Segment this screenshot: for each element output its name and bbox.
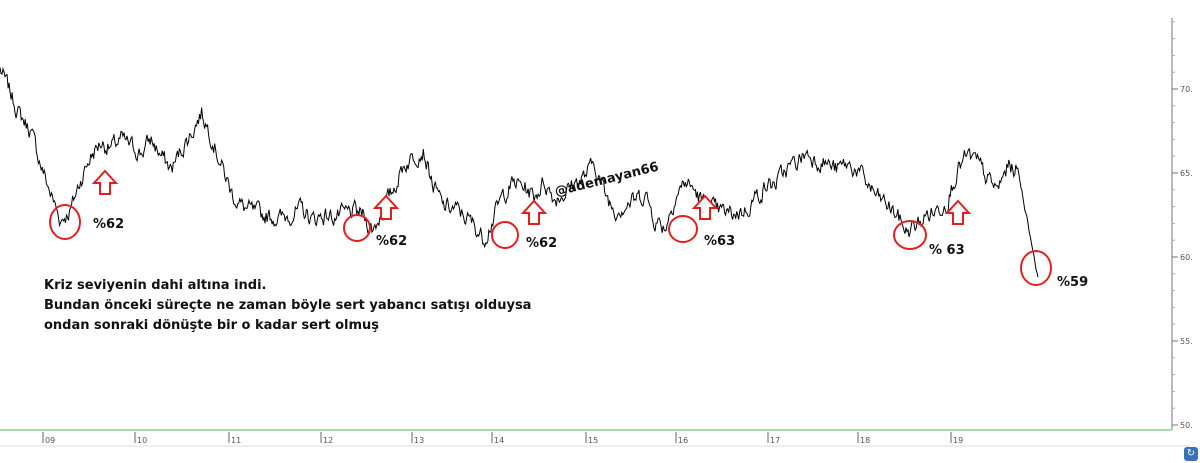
up-arrow-icon: [691, 194, 719, 220]
x-tick-label: 12: [323, 436, 333, 445]
x-tick-label: 15: [588, 436, 598, 445]
y-tick-label: 65.: [1180, 169, 1193, 178]
x-tick-label: 17: [770, 436, 780, 445]
y-axis: 50. 55. 60. 65. 70.: [1172, 21, 1193, 430]
low-label-6: %59: [1057, 275, 1088, 290]
x-tick-label: 13: [414, 436, 424, 445]
x-tick-label: 10: [137, 436, 147, 445]
low-circle-marker: [49, 204, 81, 240]
low-label-5: % 63: [929, 243, 965, 258]
watermark-text: @ademayan66: [553, 160, 660, 200]
x-tick-label: 18: [860, 436, 870, 445]
y-tick-label: 50.: [1180, 421, 1193, 430]
commentary-line-3: ondan sonraki dönüşte bir o kadar sert o…: [44, 318, 380, 333]
refresh-icon[interactable]: ↻: [1184, 447, 1198, 461]
x-tick-label: 11: [231, 436, 241, 445]
x-tick-label: 09: [45, 436, 55, 445]
axis-frame: [0, 18, 1190, 447]
annotation-markers: [49, 169, 1052, 286]
commentary-text: Kriz seviyenin dahi altına indi. Bundan …: [44, 276, 531, 336]
up-arrow-icon: [520, 199, 548, 225]
up-arrow-icon: [372, 194, 400, 220]
low-circle-marker: [491, 221, 519, 249]
x-axis: 09 10 11 12 13 14 15 16 17 18 19: [42, 432, 963, 445]
low-label-1: %62: [93, 217, 124, 232]
commentary-line-1: Kriz seviyenin dahi altına indi.: [44, 278, 267, 293]
x-tick-label: 19: [953, 436, 963, 445]
up-arrow-icon: [944, 199, 972, 225]
low-label-4: %63: [704, 234, 735, 249]
price-line: [0, 66, 1039, 278]
y-tick-label: 70.: [1180, 85, 1193, 94]
commentary-line-2: Bundan önceki süreçte ne zaman böyle ser…: [44, 298, 532, 313]
low-circle-marker: [343, 214, 371, 242]
low-label-2: %62: [376, 234, 407, 249]
low-circle-marker: [1020, 250, 1052, 286]
x-tick-label: 16: [678, 436, 688, 445]
y-tick-label: 55.: [1180, 337, 1193, 346]
low-circle-marker: [668, 215, 698, 243]
low-circle-marker: [893, 220, 927, 250]
low-label-3: %62: [526, 236, 557, 251]
y-tick-label: 60.: [1180, 253, 1193, 262]
up-arrow-icon: [91, 169, 119, 195]
x-tick-label: 14: [494, 436, 504, 445]
